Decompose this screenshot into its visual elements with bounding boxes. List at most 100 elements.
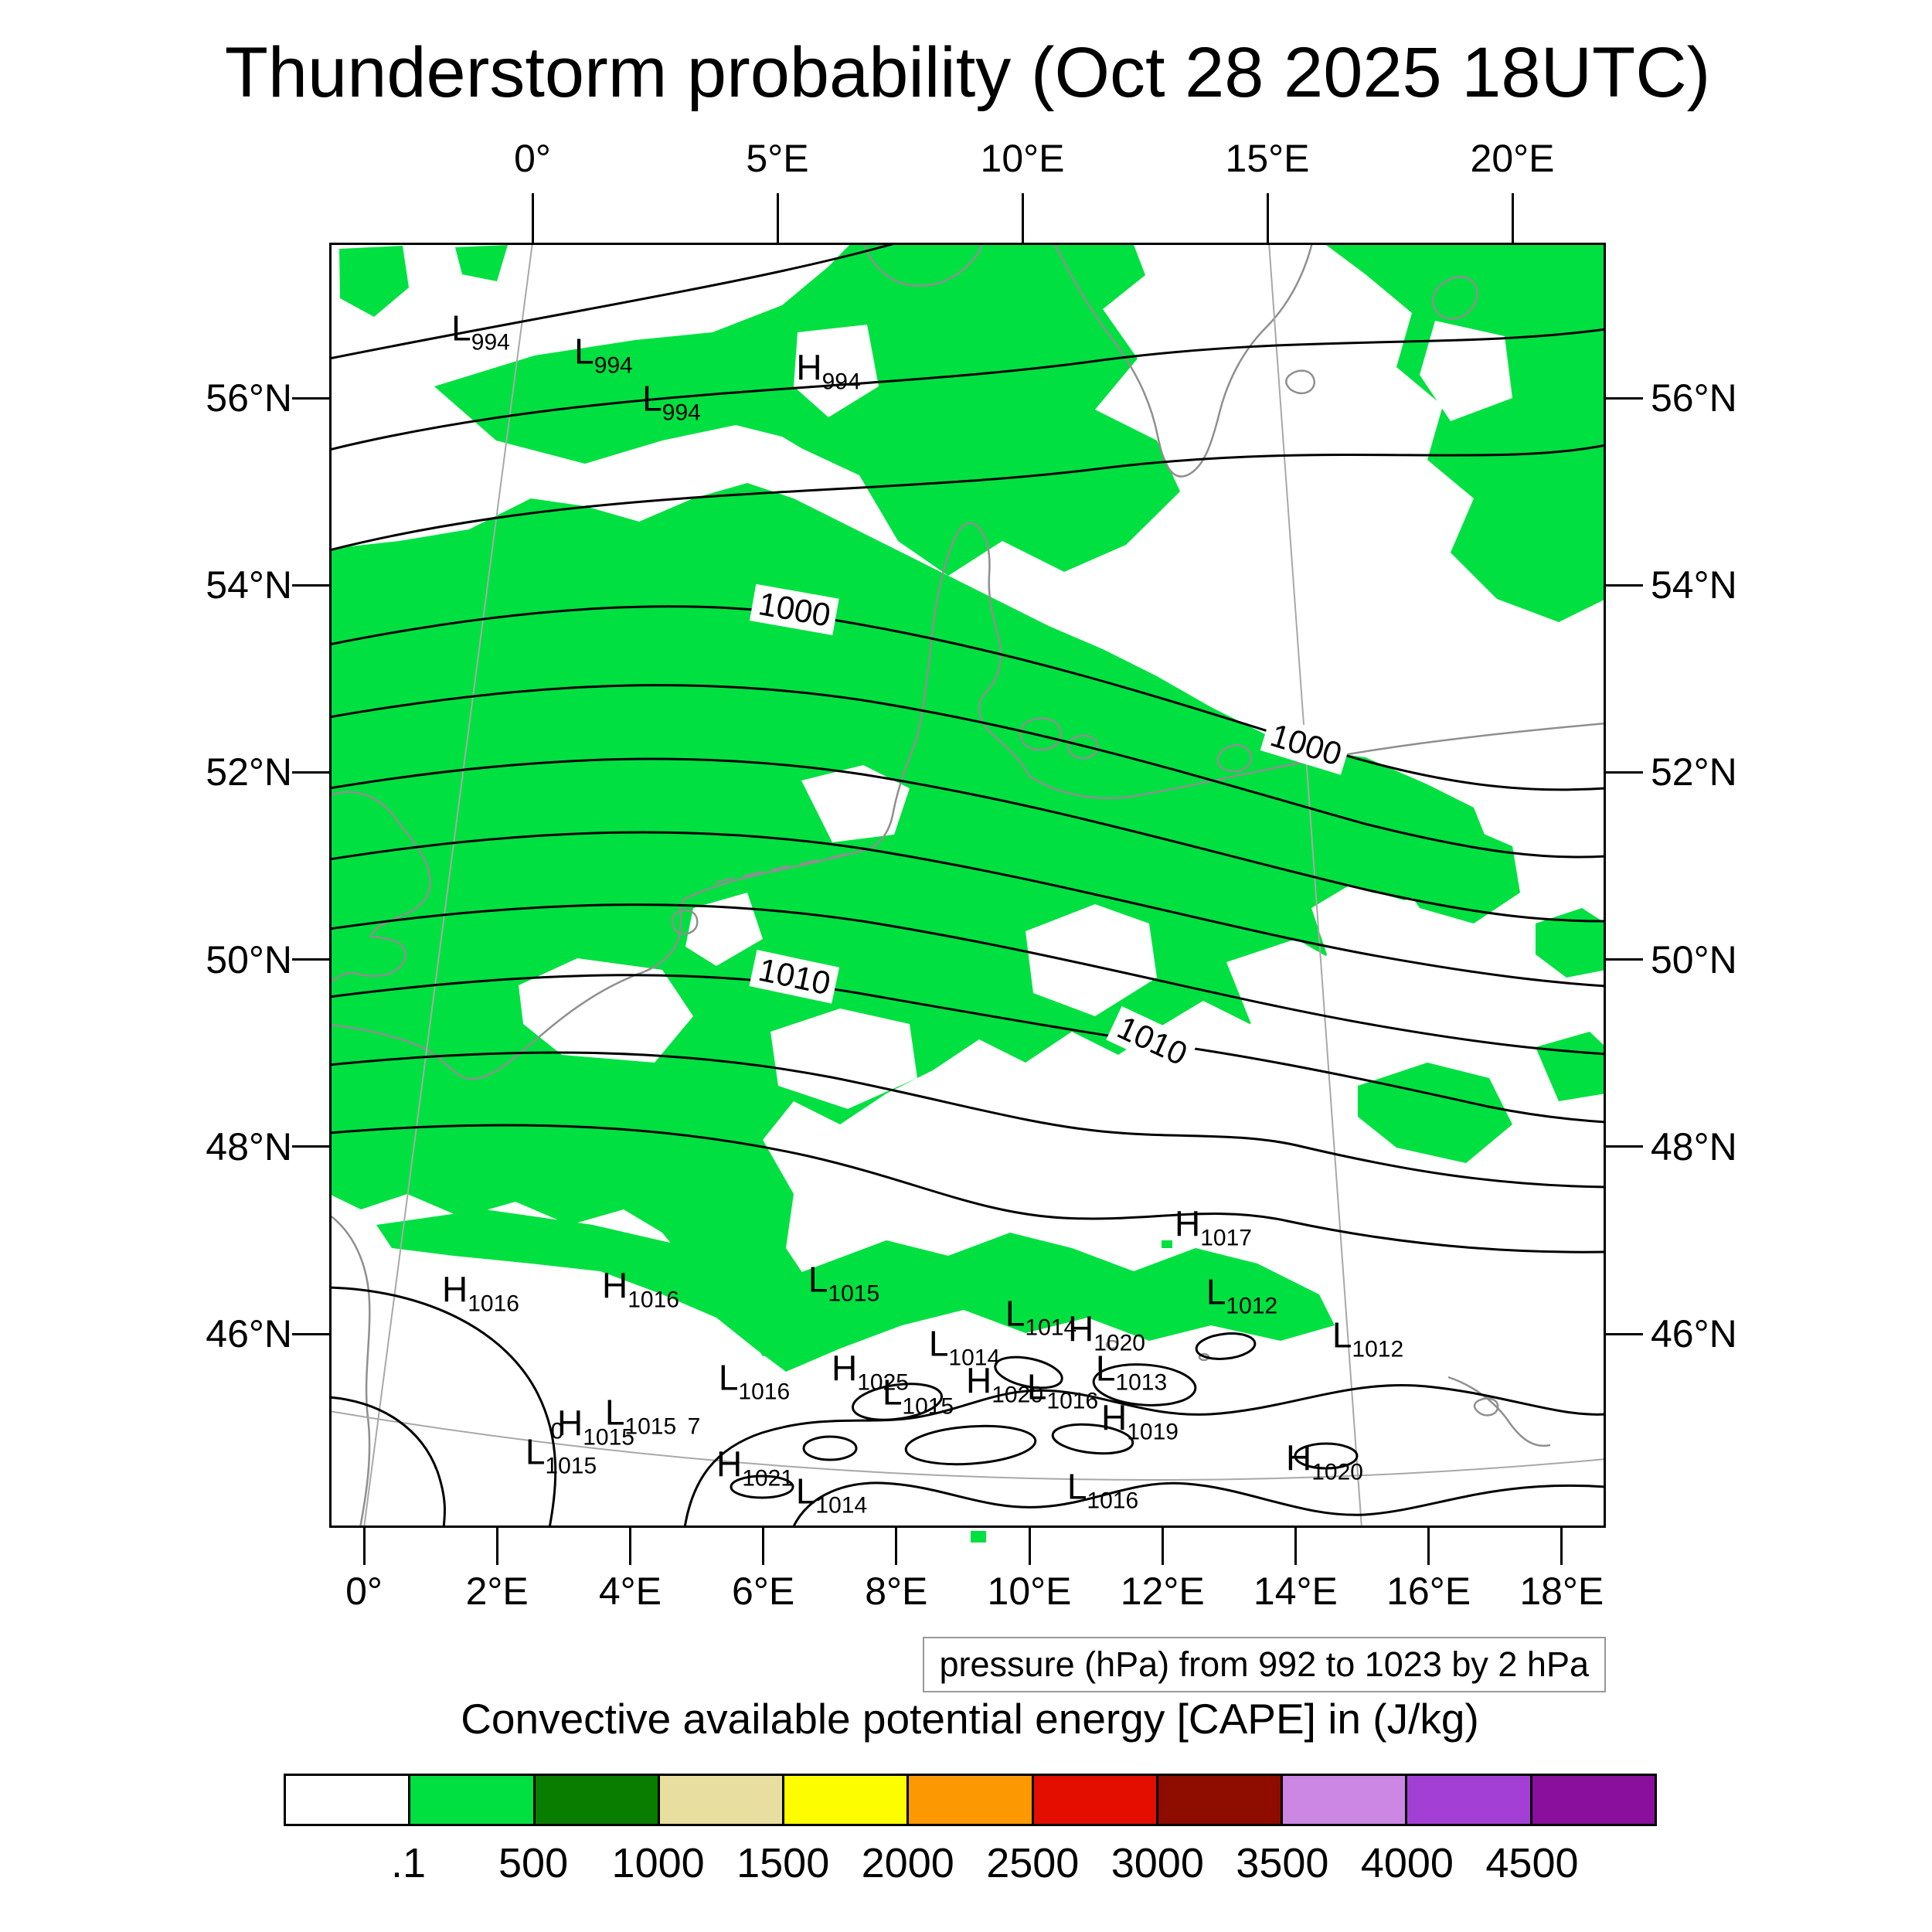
graticule-line — [329, 1410, 1606, 1481]
cape-hole — [770, 1009, 917, 1109]
isobar-closed-contours — [730, 1332, 1359, 1499]
pressure-center-label: L1014 — [928, 1322, 1000, 1370]
colorbar-segment — [286, 1776, 409, 1824]
cape-speck — [1162, 1240, 1172, 1248]
pressure-center-label: L1013 — [1096, 1347, 1167, 1395]
bottom-axis-tick — [895, 1528, 898, 1565]
bottom-axis-tick — [362, 1528, 366, 1565]
right-axis-label: 46°N — [1651, 1312, 1737, 1355]
coastline — [1053, 243, 1314, 478]
isobar — [329, 831, 1606, 988]
cape-region — [1358, 1063, 1512, 1163]
cape-region — [339, 246, 409, 317]
pressure-center-label: H1019 — [1101, 1396, 1179, 1444]
pressure-center-value: 994 — [594, 352, 633, 379]
top-axis-label: 0° — [514, 137, 551, 180]
colorbar-tick-label: 1500 — [736, 1840, 830, 1886]
cape-region — [376, 1209, 1335, 1372]
coastline — [715, 852, 848, 884]
pressure-center-label: L1016 — [1066, 1465, 1138, 1513]
pressure-center-label: L1012 — [1206, 1270, 1277, 1318]
cape-region — [1323, 243, 1606, 622]
coastline — [1473, 1397, 1499, 1417]
top-axis-label: 15°E — [1225, 137, 1310, 180]
colorbar-tick-label: 2500 — [986, 1840, 1080, 1886]
chart-title: Thunderstorm probability (Oct 28 2025 18… — [224, 33, 1711, 112]
isobar-loop — [1092, 1363, 1197, 1406]
left-axis-label: 46°N — [206, 1312, 292, 1355]
bottom-axis-label: 6°E — [732, 1570, 795, 1613]
pressure-center-letter: L — [1005, 1293, 1026, 1334]
pressure-center-letter: H — [966, 1360, 992, 1401]
left-axis-label: 54°N — [206, 563, 292, 607]
left-axis-label: 48°N — [206, 1124, 292, 1168]
coastline — [329, 1213, 371, 1528]
pressure-center-value: 1016 — [468, 1291, 519, 1317]
coastline — [1105, 1339, 1119, 1350]
pressure-center-value: 0 — [550, 1418, 564, 1444]
colorbar-tick-label: .1 — [391, 1840, 427, 1886]
right-axis-tick — [1606, 958, 1643, 961]
top-axis-tick — [776, 193, 779, 243]
pressure-center-value: 7 — [687, 1413, 701, 1440]
right-axis-tick — [1606, 1145, 1643, 1148]
coastline — [1216, 744, 1253, 773]
pressure-center-label: H1017 — [1175, 1202, 1252, 1250]
coastline — [1019, 717, 1062, 751]
coastline — [671, 909, 699, 935]
cape-hole — [801, 765, 910, 842]
cape-region — [455, 245, 508, 281]
isobar — [329, 605, 1606, 791]
pressure-center-value: 1015 — [902, 1393, 954, 1420]
isobar — [329, 757, 1606, 923]
pressure-center-value: 1016 — [738, 1379, 791, 1405]
map-svg — [329, 243, 1606, 1528]
pressure-center-letter: L — [928, 1323, 949, 1364]
pressure-center-label: H1020 — [966, 1359, 1043, 1407]
pressure-center-letter: L — [1066, 1466, 1087, 1507]
isobar-loop — [994, 1355, 1063, 1389]
pressure-center-label: H1021 — [716, 1443, 794, 1491]
cape-legend-title: Convective available potential energy [C… — [461, 1695, 1479, 1743]
pressure-center-label: L1014 — [796, 1470, 867, 1518]
colorbar-segment — [408, 1776, 533, 1824]
pressure-center-letter: L — [642, 378, 662, 419]
pressure-center-label: L994 — [574, 330, 633, 378]
isobar-loop — [1294, 1442, 1359, 1470]
right-axis-tick — [1606, 770, 1643, 774]
pressure-center-value: 1015 — [624, 1413, 677, 1440]
pressure-center-letter: L — [451, 308, 471, 349]
pressure-center-value: 994 — [821, 369, 861, 395]
colorbar-tick-label: 2000 — [861, 1840, 954, 1886]
pressure-center-value: 1020 — [1311, 1459, 1363, 1485]
pressure-center-letter: L — [808, 1259, 828, 1300]
bottom-axis-label: 18°E — [1519, 1570, 1604, 1613]
pressure-center-letter: H — [832, 1348, 858, 1389]
colorbar-tick-label: 4500 — [1485, 1840, 1579, 1886]
bottom-axis-label: 2°E — [465, 1570, 529, 1613]
pressure-center-value: 1014 — [815, 1492, 868, 1519]
cape-hole — [1420, 321, 1512, 421]
pressure-center-label: L1014 — [1005, 1292, 1077, 1340]
right-axis-label: 54°N — [1651, 563, 1737, 607]
pressure-center-value: 1020 — [1094, 1330, 1145, 1356]
top-axis-tick — [531, 193, 534, 243]
map-border — [329, 243, 1606, 1528]
pressure-center-value: 994 — [471, 329, 510, 355]
isobar-loop — [1051, 1423, 1134, 1455]
colorbar-tick-label: 500 — [498, 1840, 569, 1886]
pressure-center-letter: H — [602, 1265, 628, 1306]
coastline — [1067, 734, 1099, 760]
left-axis-tick — [292, 1145, 329, 1148]
pressure-center-letter: H — [557, 1403, 583, 1444]
coastline — [862, 243, 983, 287]
pressure-center-label: L1015 — [883, 1371, 954, 1419]
coastline — [1431, 275, 1478, 320]
pressure-center-letter: L — [574, 331, 594, 372]
right-axis-label: 52°N — [1651, 750, 1737, 794]
colorbar-segment — [1155, 1776, 1281, 1824]
left-axis-tick — [292, 583, 329, 587]
pressure-center-value: 1014 — [1025, 1315, 1077, 1341]
pressure-center-label: L1012 — [1332, 1314, 1403, 1362]
